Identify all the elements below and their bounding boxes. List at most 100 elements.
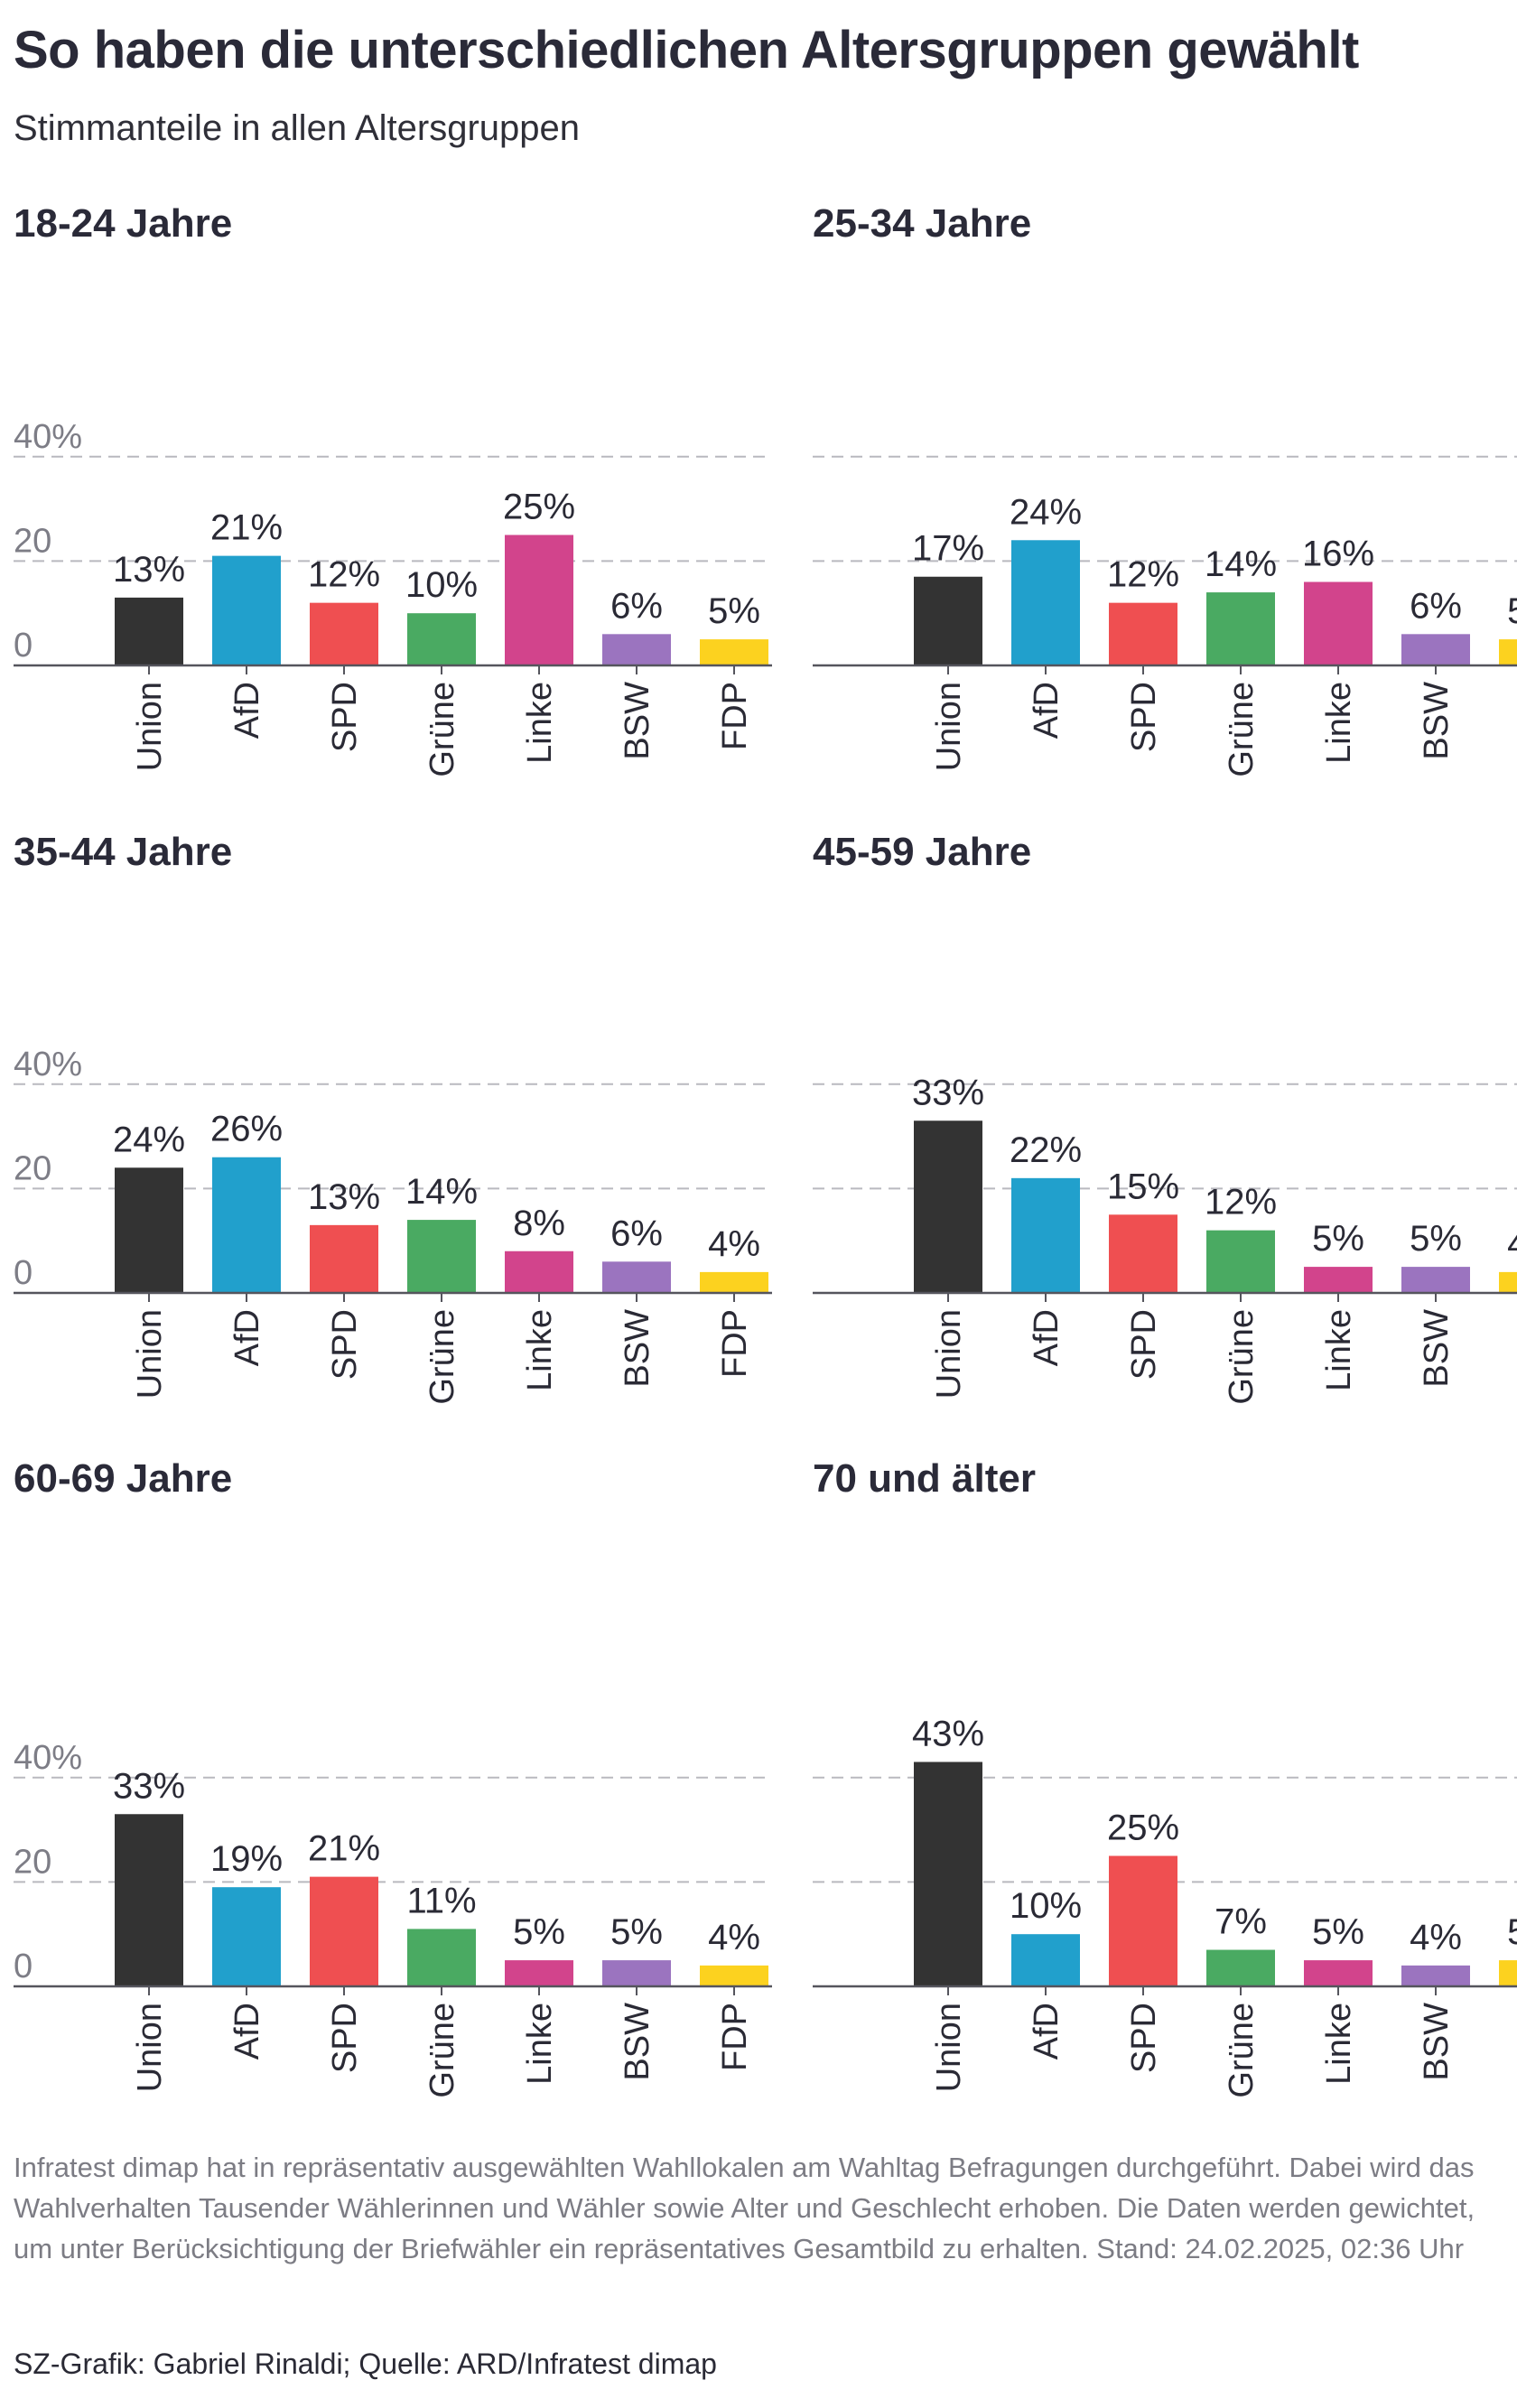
value-label-fdp: 5% — [1507, 1912, 1517, 1952]
category-label-union: Union — [930, 682, 968, 771]
y-tick-label: 20 — [14, 1149, 51, 1187]
value-label-spd: 12% — [308, 555, 380, 595]
bar-bsw — [1401, 1267, 1470, 1293]
value-label-fdp: 5% — [708, 591, 760, 631]
value-label-gruene: 14% — [1205, 544, 1277, 584]
value-label-fdp: 4% — [708, 1224, 760, 1264]
y-tick-label: 40% — [14, 1046, 82, 1083]
bar-afd — [212, 1157, 281, 1293]
bar-fdp — [700, 1965, 768, 1986]
bar-linke — [1304, 1960, 1373, 1986]
bar-gruene — [407, 1220, 476, 1293]
chart-title: 70 und älter — [813, 1456, 1036, 1501]
bar-bsw — [602, 634, 671, 665]
category-label-linke: Linke — [521, 682, 559, 764]
category-label-bsw: BSW — [619, 2003, 656, 2081]
bar-afd — [212, 1887, 281, 1986]
bar-union — [115, 1814, 183, 1986]
bar-afd — [1011, 1177, 1080, 1293]
category-label-afd: AfD — [1028, 2003, 1066, 2059]
category-label-spd: SPD — [326, 1309, 364, 1380]
category-label-afd: AfD — [228, 2003, 266, 2059]
category-label-gruene: Grüne — [1223, 2003, 1261, 2098]
chart-70-und-aelter: 70 und älter 43% Union 10% AfD 25% SPD 7% Grüne 5… — [813, 1456, 1517, 2098]
category-label-gruene: Grüne — [423, 2003, 461, 2098]
category-label-afd: AfD — [228, 682, 266, 739]
bar-fdp — [700, 1271, 768, 1293]
category-label-spd: SPD — [1125, 682, 1163, 752]
category-label-afd: AfD — [228, 1309, 266, 1366]
y-tick-label: 20 — [14, 1843, 51, 1881]
bar-spd — [310, 602, 378, 665]
bar-gruene — [1206, 592, 1275, 665]
value-label-linke: 16% — [1302, 535, 1374, 574]
value-label-union: 33% — [113, 1766, 185, 1806]
bar-union — [914, 1120, 982, 1293]
category-label-fdp: FDP — [1515, 1309, 1517, 1378]
value-label-linke: 5% — [1312, 1912, 1364, 1952]
chart-60-69-jahre: 60-69 Jahre 0 20 40% 33% Union 19% AfD 21% SPD 11%… — [14, 1456, 772, 2098]
y-tick-label: 0 — [14, 1254, 33, 1292]
bar-fdp — [1499, 639, 1517, 665]
value-label-union: 13% — [113, 550, 185, 590]
source-credit: SZ-Grafik: Gabriel Rinaldi; Quelle: ARD/… — [14, 2348, 717, 2380]
bar-spd — [1109, 1855, 1177, 1986]
value-label-gruene: 12% — [1205, 1183, 1277, 1223]
chart-45-59-jahre: 45-59 Jahre 33% Union 22% AfD 15% SPD 12% Grüne 5… — [813, 830, 1517, 1405]
value-label-spd: 21% — [308, 1829, 380, 1869]
category-label-linke: Linke — [1320, 2003, 1358, 2085]
category-label-spd: SPD — [326, 682, 364, 752]
category-label-gruene: Grüne — [1223, 1309, 1261, 1405]
bar-spd — [310, 1876, 378, 1986]
value-label-union: 17% — [912, 529, 984, 569]
bar-linke — [505, 1960, 573, 1986]
value-label-fdp: 5% — [1507, 591, 1517, 631]
category-label-spd: SPD — [1125, 2003, 1163, 2073]
y-tick-label: 20 — [14, 522, 51, 560]
chart-title: 35-44 Jahre — [14, 830, 232, 874]
bar-fdp — [1499, 1271, 1517, 1293]
category-label-union: Union — [131, 2003, 169, 2092]
chart-35-44-jahre: 35-44 Jahre 0 20 40% 24% Union 26% AfD 13% SPD 14%… — [14, 830, 772, 1405]
chart-25-34-jahre: 25-34 Jahre 17% Union 24% AfD 12% SPD 14% Grüne 1… — [813, 201, 1517, 777]
category-label-union: Union — [930, 2003, 968, 2092]
value-label-gruene: 14% — [405, 1172, 478, 1212]
bar-bsw — [602, 1261, 671, 1293]
bar-gruene — [407, 1929, 476, 1986]
value-label-bsw: 4% — [1410, 1918, 1462, 1957]
chart-18-24-jahre: 18-24 Jahre 0 20 40% 13% Union 21% AfD 12% SPD 10%… — [14, 201, 772, 777]
value-label-gruene: 10% — [405, 565, 478, 605]
bar-union — [115, 597, 183, 665]
value-label-afd: 26% — [210, 1110, 283, 1149]
bar-fdp — [700, 639, 768, 665]
category-label-bsw: BSW — [619, 1309, 656, 1388]
chart-title: 18-24 Jahre — [14, 201, 232, 246]
bar-bsw — [1401, 634, 1470, 665]
category-label-bsw: BSW — [1418, 2003, 1456, 2081]
bar-spd — [1109, 1214, 1177, 1293]
bar-gruene — [1206, 1949, 1275, 1986]
y-tick-label: 40% — [14, 418, 82, 456]
value-label-afd: 10% — [1010, 1886, 1082, 1926]
category-label-fdp: FDP — [716, 682, 754, 750]
bar-linke — [1304, 581, 1373, 665]
value-label-spd: 25% — [1107, 1808, 1179, 1848]
value-label-fdp: 4% — [1507, 1224, 1517, 1264]
value-label-spd: 13% — [308, 1177, 380, 1217]
value-label-linke: 5% — [1312, 1219, 1364, 1259]
value-label-gruene: 11% — [406, 1881, 476, 1920]
value-label-bsw: 5% — [610, 1912, 663, 1952]
chart-title: 25-34 Jahre — [813, 201, 1031, 246]
category-label-fdp: FDP — [1515, 682, 1517, 750]
category-label-bsw: BSW — [619, 682, 656, 760]
category-label-fdp: FDP — [716, 1309, 754, 1378]
category-label-linke: Linke — [1320, 1309, 1358, 1391]
bar-union — [914, 576, 982, 665]
category-label-linke: Linke — [1320, 682, 1358, 764]
value-label-afd: 22% — [1010, 1130, 1082, 1170]
bar-spd — [1109, 602, 1177, 665]
bar-linke — [1304, 1267, 1373, 1293]
category-label-bsw: BSW — [1418, 1309, 1456, 1388]
category-label-afd: AfD — [1028, 1309, 1066, 1366]
